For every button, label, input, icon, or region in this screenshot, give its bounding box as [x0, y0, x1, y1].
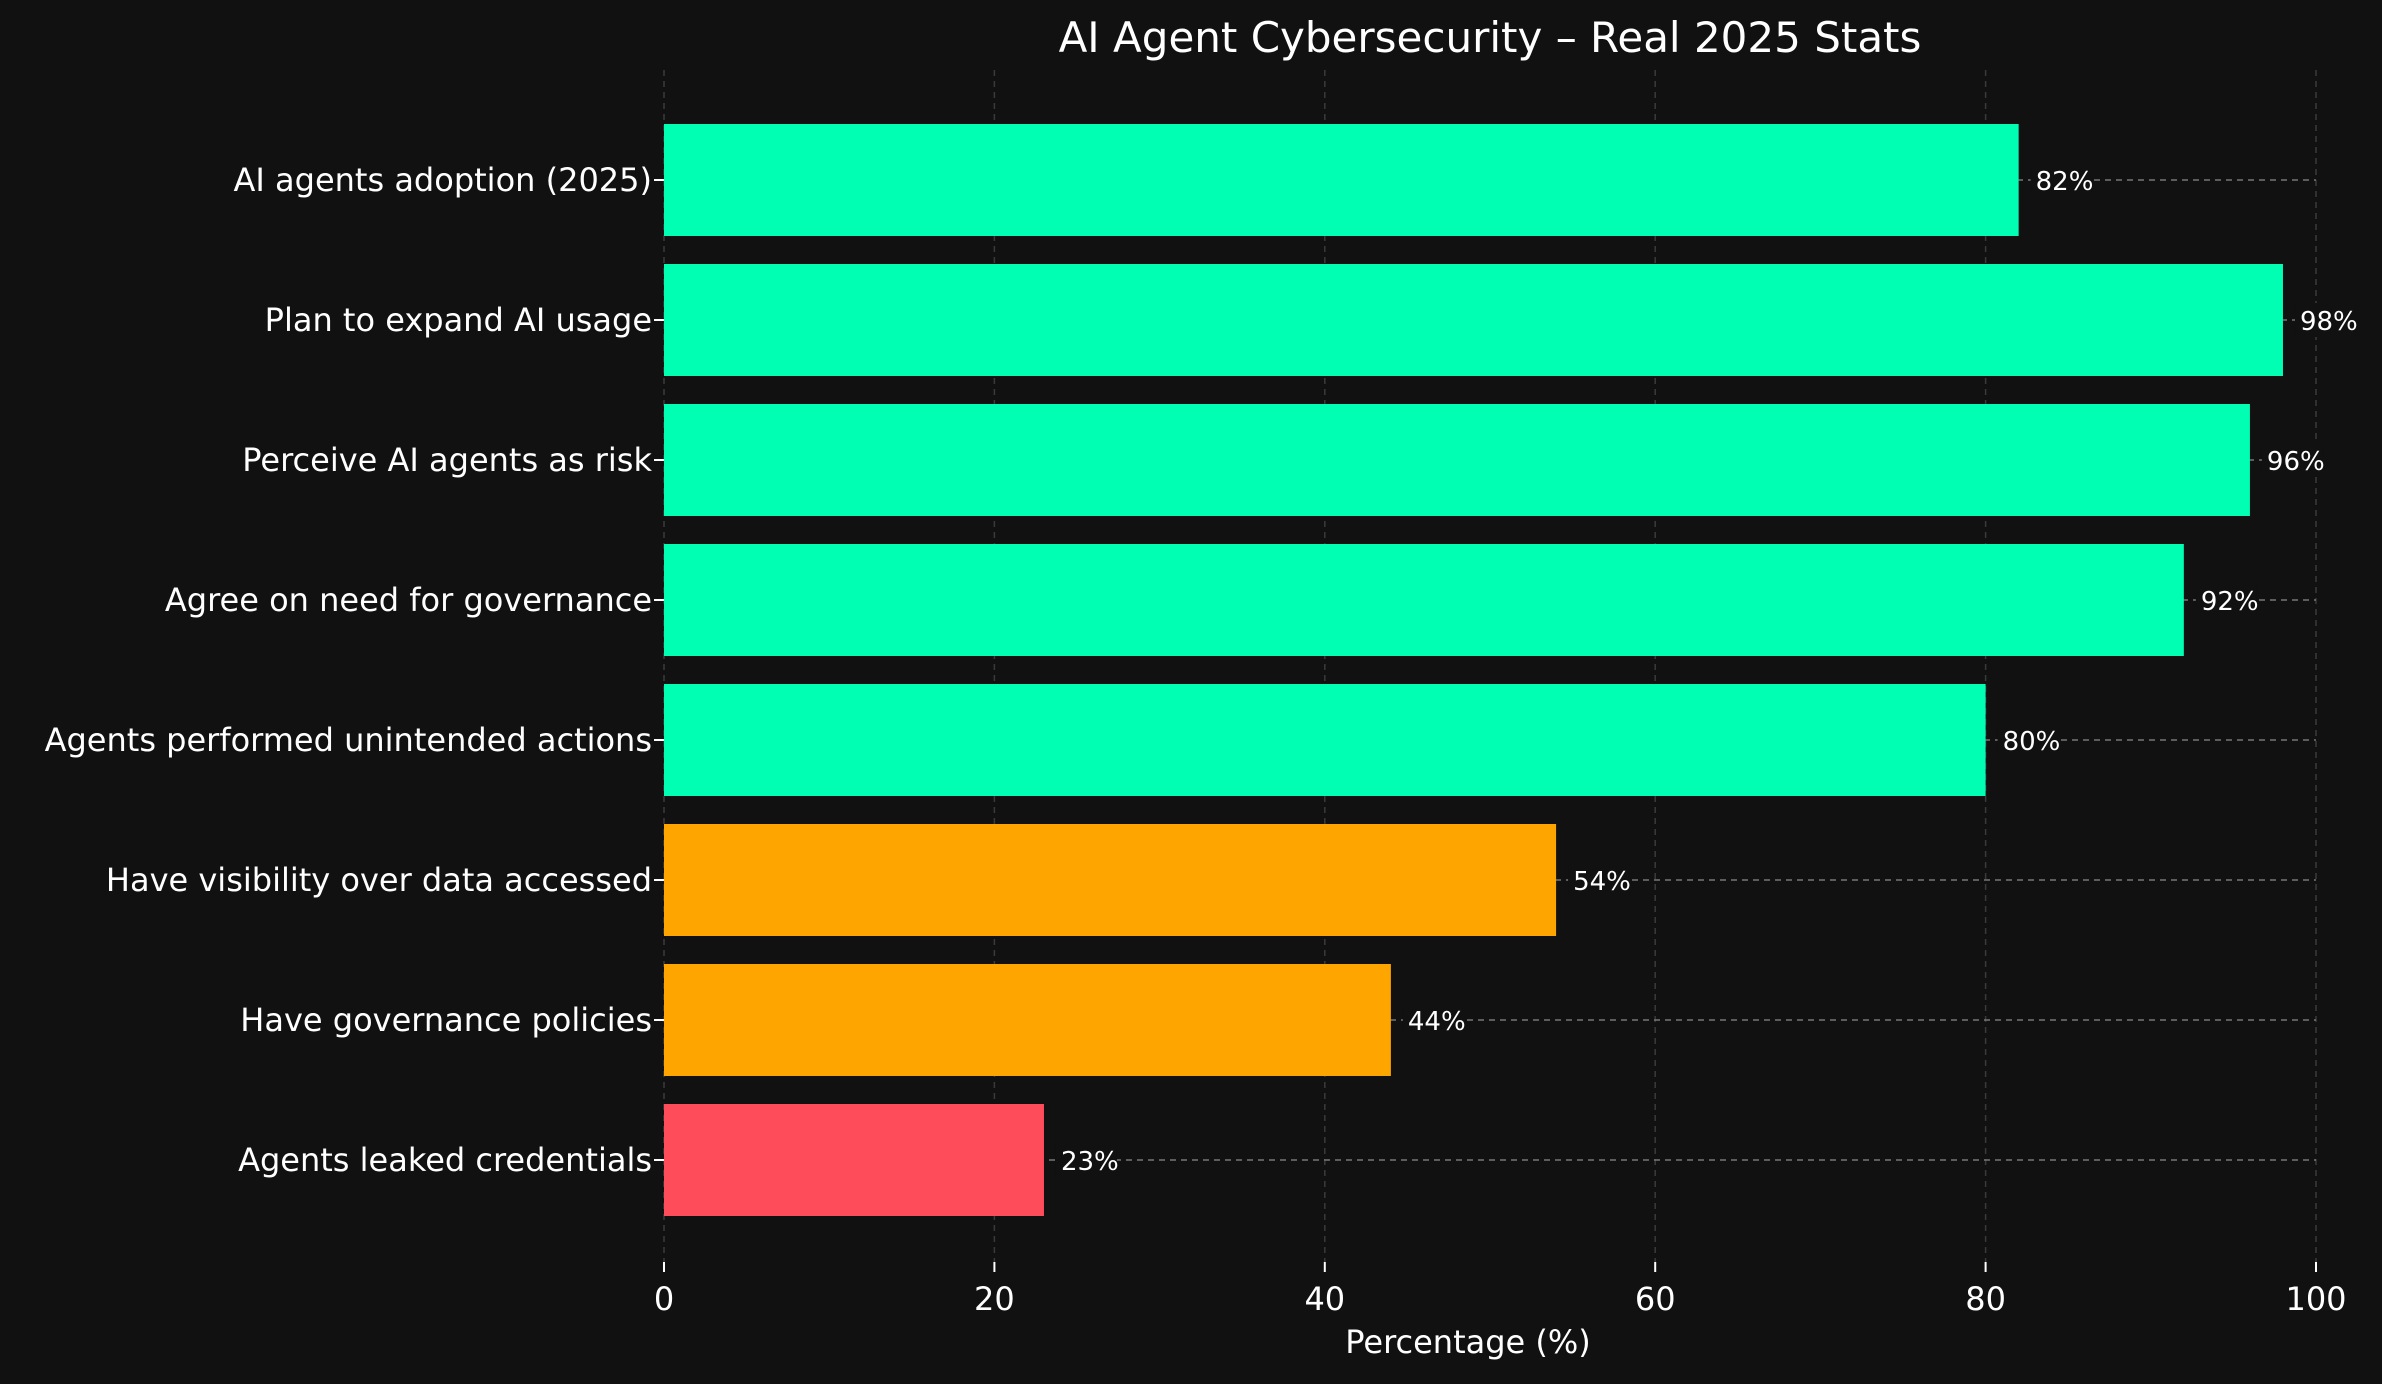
x-tick-label: 60: [1635, 1280, 1676, 1318]
value-label: 23%: [1061, 1147, 1119, 1177]
value-label: 96%: [2267, 447, 2325, 477]
bars: [664, 124, 2283, 1216]
x-tick-label: 40: [1304, 1280, 1345, 1318]
chart-title: AI Agent Cybersecurity – Real 2025 Stats: [1059, 13, 1922, 62]
x-tick-label: 80: [1965, 1280, 2006, 1318]
value-label-background: [1055, 1143, 1117, 1177]
value-label: 54%: [1573, 867, 1631, 897]
bar: [664, 124, 2019, 236]
category-label: Plan to expand AI usage: [265, 301, 652, 339]
x-tick-label: 20: [974, 1280, 1015, 1318]
value-label: 92%: [2201, 587, 2259, 617]
value-labels: 82% 98% 96% 92% 80% 54% 44% 23%: [1055, 163, 2358, 1177]
bar: [664, 264, 2283, 376]
bar: [664, 544, 2184, 656]
value-label-background: [1402, 1003, 1464, 1037]
bar: [664, 824, 1557, 936]
bar: [664, 1104, 1044, 1216]
category-label: Agents performed unintended actions: [45, 721, 652, 759]
x-axis-ticks: 0 20 40 60 80 100: [654, 1262, 2347, 1318]
value-label-background: [2195, 583, 2257, 617]
value-label: 98%: [2300, 307, 2358, 337]
value-label: 80%: [2003, 727, 2061, 757]
x-axis-label: Percentage (%): [1345, 1323, 1591, 1361]
bar: [664, 404, 2250, 516]
value-label-background: [2261, 443, 2323, 477]
category-label: Agents leaked credentials: [238, 1141, 652, 1179]
category-label: Have visibility over data accessed: [106, 861, 652, 899]
bar: [664, 684, 1986, 796]
value-label-background: [2030, 163, 2092, 197]
category-label: Have governance policies: [240, 1001, 652, 1039]
category-label: Perceive AI agents as risk: [242, 441, 652, 479]
value-label-background: [1997, 723, 2059, 757]
value-label: 82%: [2036, 167, 2094, 197]
bar: [664, 964, 1391, 1076]
x-tick-label: 0: [654, 1280, 674, 1318]
value-label: 44%: [1408, 1007, 1466, 1037]
value-label-background: [1568, 863, 1630, 897]
category-labels: AI agents adoption (2025) Plan to expand …: [45, 161, 664, 1179]
category-label: Agree on need for governance: [165, 581, 652, 619]
category-label: AI agents adoption (2025): [234, 161, 652, 199]
x-tick-label: 100: [2285, 1280, 2346, 1318]
value-label-background: [2294, 303, 2356, 337]
